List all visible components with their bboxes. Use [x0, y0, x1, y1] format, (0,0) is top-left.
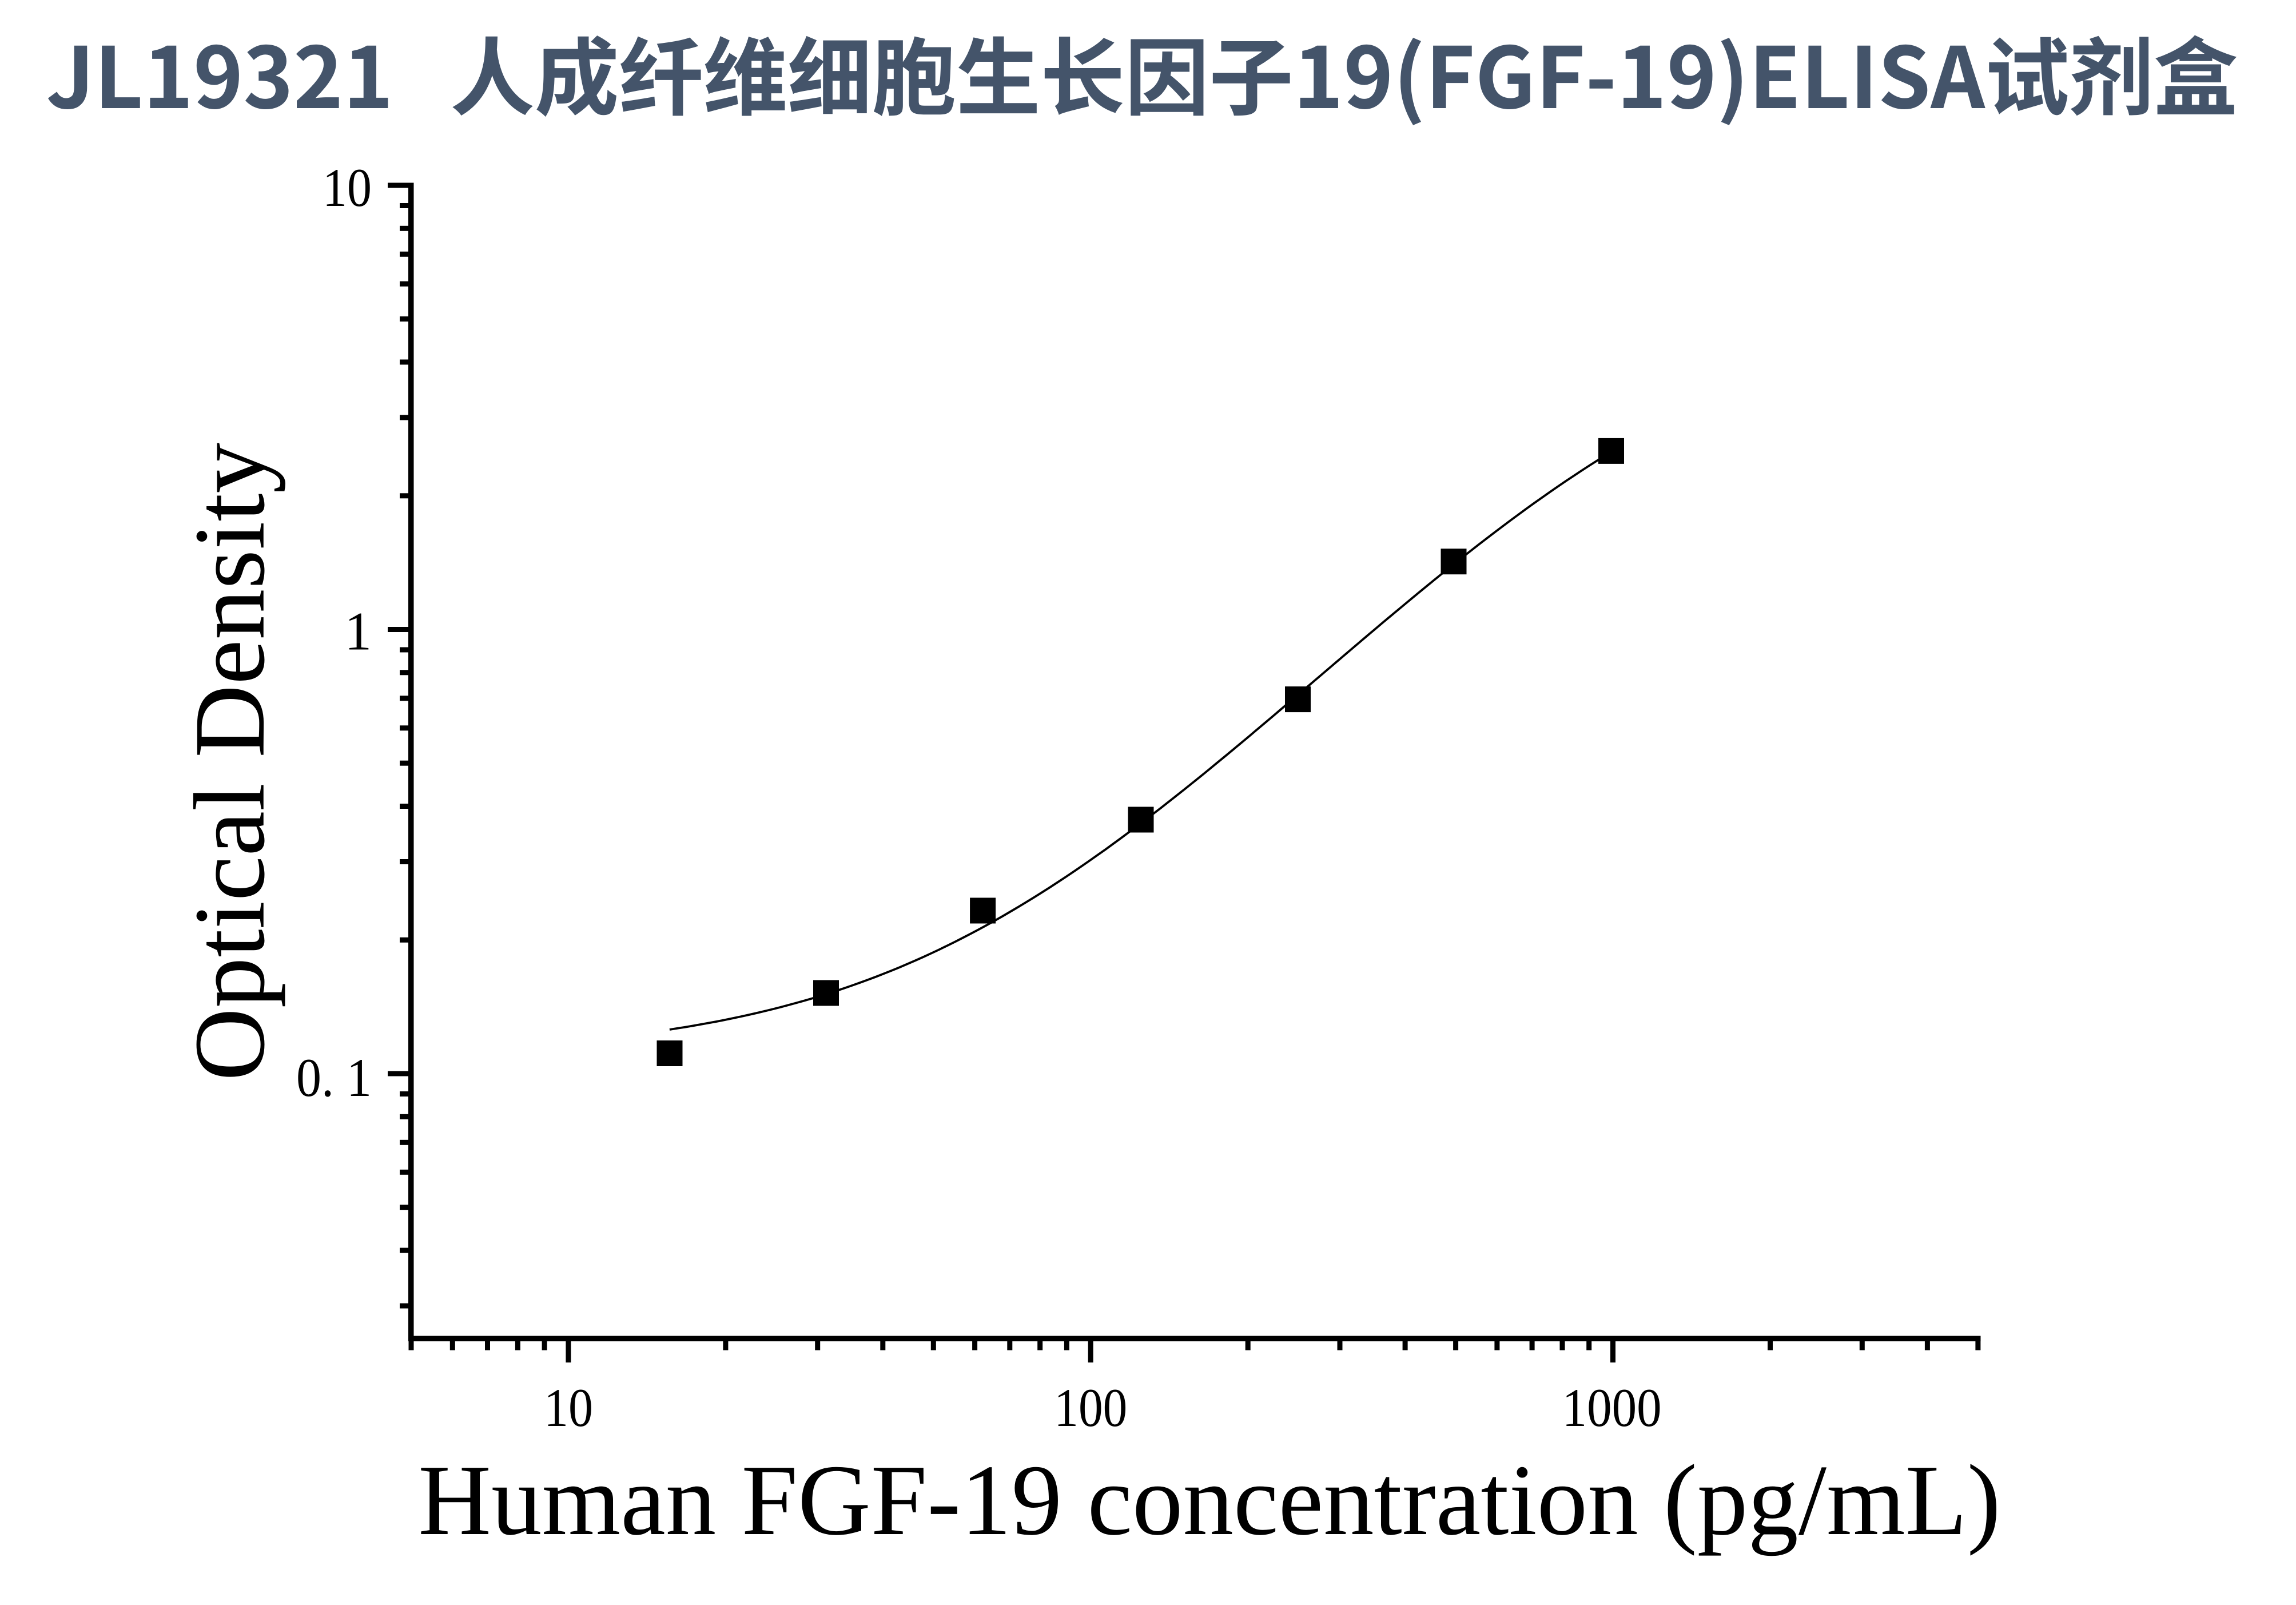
svg-text:0. 1: 0. 1 — [296, 1047, 372, 1108]
svg-text:10: 10 — [544, 1377, 593, 1438]
svg-text:1: 1 — [345, 601, 372, 662]
svg-text:1000: 1000 — [1562, 1377, 1662, 1438]
svg-text:100: 100 — [1054, 1377, 1127, 1438]
svg-text:Human FGF-19 concentration (pg: Human FGF-19 concentration (pg/mL) — [418, 1444, 2001, 1556]
svg-text:10: 10 — [323, 157, 372, 218]
svg-text:Optical Density: Optical Density — [174, 443, 286, 1081]
